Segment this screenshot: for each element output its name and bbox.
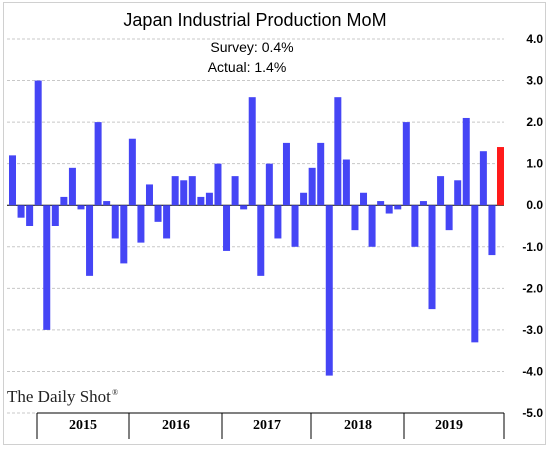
y-tick-label: 2.0 bbox=[526, 115, 543, 129]
bar-chart: Japan Industrial Production MoM Survey: … bbox=[7, 10, 543, 439]
bar bbox=[68, 167, 76, 206]
brand-logo-text: The Daily Shot bbox=[7, 387, 111, 406]
bar bbox=[334, 97, 342, 206]
y-tick-label: 3.0 bbox=[526, 74, 543, 88]
bar bbox=[342, 159, 350, 206]
bar bbox=[368, 205, 376, 247]
bar bbox=[17, 205, 25, 218]
brand-registered-mark: ® bbox=[112, 388, 118, 397]
bar bbox=[265, 163, 273, 206]
x-tick-label-year: 2019 bbox=[435, 418, 463, 433]
bar bbox=[205, 192, 213, 206]
bar bbox=[428, 205, 436, 310]
bar bbox=[34, 80, 42, 206]
bar bbox=[274, 205, 282, 239]
bar bbox=[9, 155, 16, 206]
bar bbox=[128, 138, 136, 206]
bar bbox=[231, 176, 239, 206]
bar bbox=[488, 205, 496, 256]
bar bbox=[214, 163, 222, 206]
bar bbox=[377, 201, 385, 206]
bar-series bbox=[9, 80, 504, 376]
bar bbox=[454, 180, 462, 206]
bar bbox=[43, 205, 51, 330]
bar bbox=[300, 192, 308, 206]
bar bbox=[419, 201, 427, 206]
y-tick-label: 4.0 bbox=[526, 32, 543, 46]
chart-title: Japan Industrial Production MoM bbox=[123, 10, 386, 30]
bar bbox=[197, 196, 205, 206]
bar bbox=[317, 142, 325, 206]
bar bbox=[402, 122, 410, 206]
bar bbox=[180, 180, 188, 206]
bar bbox=[351, 205, 359, 231]
bar bbox=[77, 205, 85, 210]
bar bbox=[437, 176, 445, 206]
y-tick-label: 0.0 bbox=[526, 198, 543, 212]
x-tick-label-year: 2015 bbox=[69, 418, 97, 433]
bar bbox=[248, 97, 256, 206]
bar bbox=[51, 205, 59, 226]
y-tick-label: -2.0 bbox=[522, 281, 543, 295]
bar bbox=[282, 142, 290, 206]
y-tick-label: -1.0 bbox=[522, 240, 543, 254]
bar bbox=[223, 205, 231, 251]
chart-frame: Japan Industrial Production MoM Survey: … bbox=[3, 2, 546, 445]
bar bbox=[60, 196, 68, 206]
bar bbox=[137, 205, 145, 243]
bar bbox=[291, 205, 299, 247]
bar bbox=[394, 205, 402, 210]
bar bbox=[462, 117, 470, 206]
x-axis: 2015 2016 2017 2018 2019 bbox=[36, 412, 505, 439]
bar bbox=[154, 205, 162, 222]
bar bbox=[385, 205, 393, 214]
x-tick-label-year: 2016 bbox=[162, 418, 190, 433]
x-tick-label-year: 2017 bbox=[253, 418, 281, 433]
bar bbox=[163, 205, 171, 239]
bar bbox=[325, 205, 333, 376]
bar bbox=[111, 205, 119, 239]
bar bbox=[145, 184, 153, 206]
y-axis: 4.0 3.0 2.0 1.0 0.0 -1.0 -2.0 -3.0 -4.0 -5.0 bbox=[522, 32, 543, 420]
bar bbox=[94, 122, 102, 206]
bar bbox=[171, 176, 179, 206]
survey-annotation: Survey: 0.4% bbox=[210, 39, 293, 55]
y-tick-label: -5.0 bbox=[522, 406, 543, 420]
bar bbox=[360, 192, 368, 206]
bar bbox=[120, 205, 128, 264]
bar bbox=[308, 167, 316, 206]
bar-latest bbox=[497, 147, 504, 206]
bar bbox=[86, 205, 94, 276]
bar bbox=[240, 205, 248, 210]
bar bbox=[26, 205, 34, 226]
bar bbox=[471, 205, 479, 343]
y-tick-label: 1.0 bbox=[526, 157, 543, 171]
bar bbox=[188, 176, 196, 206]
bar bbox=[103, 201, 111, 206]
bar bbox=[479, 151, 487, 206]
bar bbox=[411, 205, 419, 247]
actual-annotation: Actual: 1.4% bbox=[208, 59, 287, 75]
y-tick-label: -3.0 bbox=[522, 323, 543, 337]
bar bbox=[445, 205, 453, 231]
bar bbox=[257, 205, 265, 276]
y-tick-label: -4.0 bbox=[522, 364, 543, 378]
x-tick-label-year: 2018 bbox=[344, 418, 372, 433]
